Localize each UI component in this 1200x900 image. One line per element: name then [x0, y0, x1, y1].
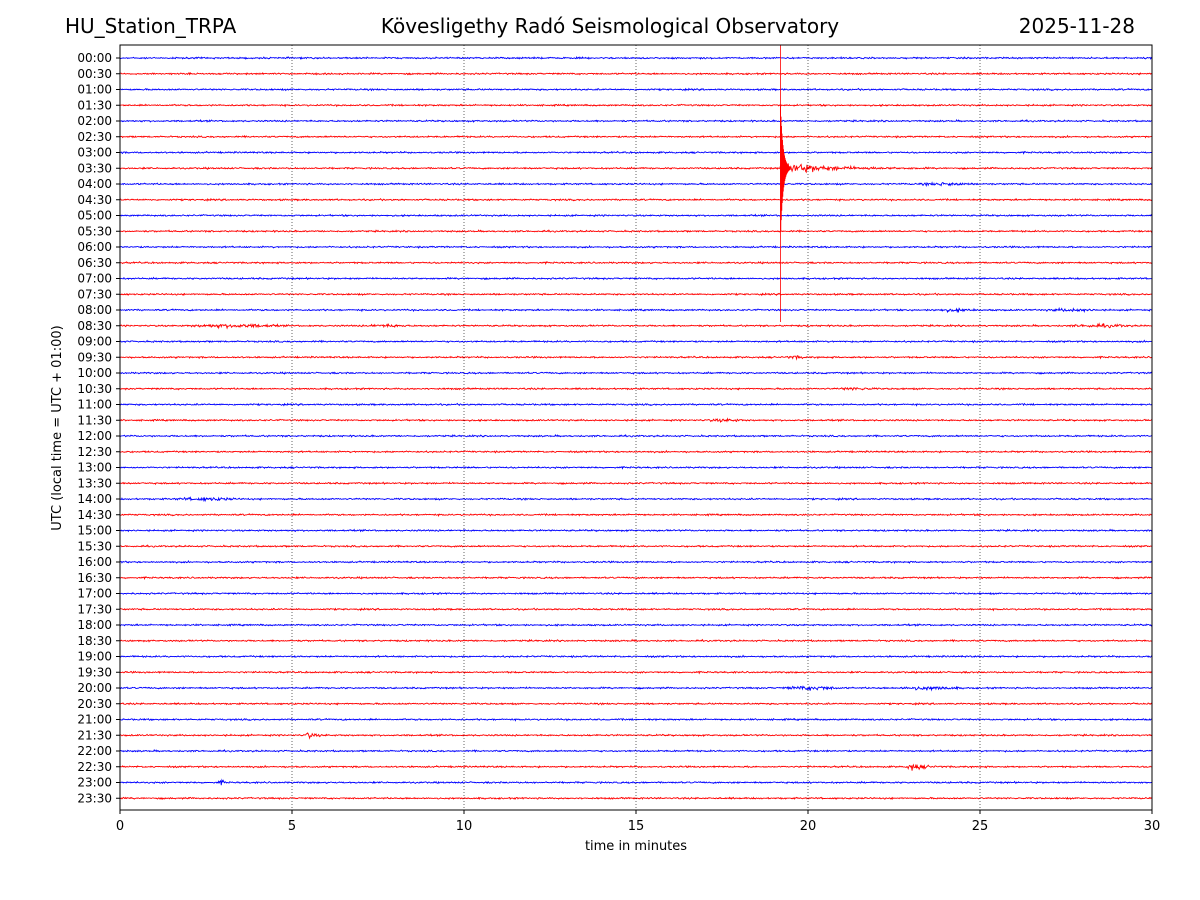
y-tick-label: 14:00 [77, 492, 112, 506]
trace-line [119, 197, 1153, 202]
trace-line [119, 213, 1153, 218]
trace-line [119, 150, 1153, 155]
y-tick-label: 17:30 [77, 602, 112, 616]
y-tick-label: 21:00 [77, 713, 112, 727]
y-tick-label: 07:30 [77, 287, 112, 301]
trace-line [119, 71, 1153, 76]
observatory-title: Kövesligethy Radó Seismological Observat… [380, 14, 840, 38]
y-tick-label: 07:00 [77, 272, 112, 286]
station-title: HU_Station_TRPA [65, 14, 237, 38]
x-tick-label: 15 [628, 819, 645, 834]
y-tick-label: 00:30 [77, 67, 112, 81]
trace-line [119, 306, 1153, 314]
x-axis-label: time in minutes [585, 839, 687, 854]
trace-line [119, 386, 1153, 391]
y-tick-label: 12:30 [77, 445, 112, 459]
x-tick-label: 0 [116, 819, 124, 834]
y-tick-label: 17:00 [77, 587, 112, 601]
y-tick-label: 10:00 [77, 366, 112, 380]
y-tick-label: 08:30 [77, 319, 112, 333]
date-title: 2025-11-28 [1018, 14, 1135, 38]
quake-spike [779, 105, 791, 232]
trace-line [119, 638, 1153, 643]
y-tick-label: 04:30 [77, 193, 112, 207]
y-tick-label: 05:00 [77, 209, 112, 223]
y-axis-label: UTC (local time = UTC + 01:00) [50, 325, 65, 530]
y-tick-label: 04:00 [77, 177, 112, 191]
x-tick-label: 30 [1144, 819, 1161, 834]
y-tick-label: 02:30 [77, 130, 112, 144]
trace-line [119, 763, 1153, 771]
x-axis-ticks: 0 5 10 15 20 25 30 [116, 810, 1160, 834]
y-tick-label: 19:30 [77, 665, 112, 679]
trace-line [119, 623, 1153, 627]
trace-line [119, 591, 1153, 596]
y-tick-label: 18:00 [77, 618, 112, 632]
y-tick-label: 08:00 [77, 303, 112, 317]
y-tick-label: 03:00 [77, 146, 112, 160]
x-tick-label: 5 [288, 819, 296, 834]
trace-line [119, 339, 1153, 344]
y-tick-label: 03:30 [77, 161, 112, 175]
y-tick-label: 13:00 [77, 461, 112, 475]
y-tick-label: 12:00 [77, 429, 112, 443]
y-tick-label: 11:30 [77, 413, 112, 427]
y-tick-label: 09:30 [77, 350, 112, 364]
y-tick-label: 20:30 [77, 697, 112, 711]
trace-line [119, 134, 1153, 139]
y-tick-label: 06:00 [77, 240, 112, 254]
y-tick-label: 19:00 [77, 650, 112, 664]
y-tick-label: 14:30 [77, 508, 112, 522]
traces-group [119, 45, 1153, 801]
y-tick-label: 21:30 [77, 728, 112, 742]
y-tick-label: 23:30 [77, 791, 112, 805]
trace-line [119, 717, 1153, 722]
trace-line [119, 260, 1153, 265]
y-tick-label: 20:00 [77, 681, 112, 695]
trace-line [119, 701, 1153, 706]
y-tick-label: 09:00 [77, 335, 112, 349]
y-tick-label: 18:30 [77, 634, 112, 648]
y-tick-label: 16:00 [77, 555, 112, 569]
y-tick-label: 06:30 [77, 256, 112, 270]
trace-line [119, 434, 1153, 438]
x-tick-label: 10 [456, 819, 473, 834]
y-tick-label: 15:30 [77, 539, 112, 553]
grid-group [291, 45, 981, 810]
y-tick-label: 00:00 [77, 51, 112, 65]
x-tick-label: 20 [800, 819, 817, 834]
y-tick-label: 16:30 [77, 571, 112, 585]
trace-line [119, 276, 1153, 281]
trace-line [119, 449, 1153, 454]
y-tick-label: 15:00 [77, 524, 112, 538]
y-tick-label: 10:30 [77, 382, 112, 396]
trace-line [119, 778, 1153, 786]
x-tick-label: 25 [972, 819, 989, 834]
trace-line [119, 528, 1153, 533]
y-tick-label: 01:30 [77, 98, 112, 112]
y-tick-label: 23:00 [77, 776, 112, 790]
y-tick-label: 13:30 [77, 476, 112, 490]
y-tick-label: 02:00 [77, 114, 112, 128]
trace-line [119, 87, 1153, 92]
y-tick-label: 05:30 [77, 224, 112, 238]
trace-line [119, 575, 1153, 580]
y-tick-label: 22:30 [77, 760, 112, 774]
y-tick-label: 22:00 [77, 744, 112, 758]
trace-line [119, 512, 1153, 517]
y-tick-label: 11:00 [77, 398, 112, 412]
trace-line [119, 465, 1153, 470]
trace-line [119, 496, 1153, 503]
trace-line [119, 322, 1153, 330]
y-tick-label: 01:00 [77, 83, 112, 97]
